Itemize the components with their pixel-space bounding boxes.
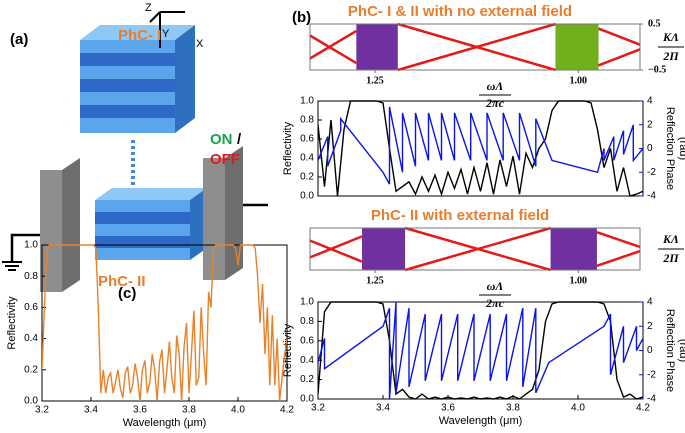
panel-label: (b) [292, 9, 311, 26]
series-line [318, 301, 643, 400]
axis-y: Y [162, 28, 170, 40]
band-title: PhC- I & II with no external field [348, 3, 572, 20]
y2-axis-label: (rad) [677, 137, 685, 160]
y2-tick-label: 0 [647, 143, 653, 154]
y2-tick-label: 4 [647, 297, 653, 308]
y-tick-label: 1.0 [24, 240, 38, 251]
y-axis-label: Reflectivity [282, 121, 294, 175]
phc1-label: PhC- I [118, 27, 161, 44]
y-label-numerator: KΛ [662, 232, 679, 246]
y-tick-label: 0.0 [24, 396, 38, 407]
y2-tick-label: 4 [647, 96, 653, 107]
x-tick-label: 1.00 [569, 75, 587, 86]
y-tick-label: 0.2 [300, 172, 314, 183]
y-tick-label: 0.8 [24, 271, 38, 282]
off-label: OFF [210, 151, 240, 168]
y-label-denominator: 2Π [662, 251, 679, 265]
y-tick-label: 0.8 [300, 316, 314, 327]
y-tick-label: 0.2 [300, 374, 314, 385]
x-tick-label: 1.25 [366, 75, 384, 86]
x-tick-label: 4.0 [231, 405, 245, 416]
y2-tick-label: 0 [647, 345, 653, 356]
plot-frame [41, 244, 288, 402]
x-axis-label: Wavelength (μm) [439, 415, 523, 427]
y-tick-label: 0.8 [300, 115, 314, 126]
y-tick-label: 0.2 [24, 364, 38, 375]
y-tick-label: 0.0 [300, 191, 314, 202]
slash: / [237, 131, 242, 148]
x-label-numerator: ωΛ [487, 79, 504, 93]
x-label-denominator: 2πc [485, 96, 505, 110]
axis-z: Z [145, 2, 152, 14]
y-tick-label: −0.5 [648, 64, 666, 75]
x-tick-label: 4.2 [280, 405, 294, 416]
axes-glyph [149, 11, 185, 48]
x-tick-label: 1.00 [569, 275, 587, 286]
band-gap [555, 24, 599, 70]
y-tick-label: 0.6 [300, 335, 314, 346]
y-axis-label: Reflectivity [6, 296, 18, 350]
panel-label: (a) [10, 31, 28, 48]
y2-tick-label: -2 [647, 369, 656, 380]
y2-tick-label: -4 [647, 191, 656, 202]
band-frame [309, 227, 641, 271]
x-tick-label: 1.25 [366, 275, 384, 286]
y2-tick-label: 2 [647, 119, 653, 130]
phc2-device [2, 146, 268, 292]
x-tick-label: 3.6 [133, 405, 147, 416]
x-tick-label: 3.8 [182, 405, 196, 416]
y-tick-label: 1.0 [300, 297, 314, 308]
plot-frame [317, 301, 644, 400]
y-tick-label: 0.4 [300, 355, 314, 366]
axis-x: X [196, 38, 204, 50]
series-line [42, 244, 287, 402]
x-tick-label: 3.6 [441, 403, 455, 414]
y-tick-label: 0.4 [300, 153, 314, 164]
y-axis-label: Reflectivity [282, 323, 294, 377]
x-tick-label: 3.2 [35, 405, 49, 416]
band-gap [550, 228, 597, 270]
y-label-denominator: 2Π [662, 49, 679, 63]
x-tick-label: 3.2 [311, 403, 325, 414]
y-tick-label: 1.0 [300, 96, 314, 107]
y-tick-label: 0.6 [300, 134, 314, 145]
x-tick-label: 3.4 [376, 403, 390, 414]
x-axis-label: Wavelength (μm) [123, 417, 207, 429]
y2-tick-label: -2 [647, 167, 656, 178]
band-gap [356, 24, 398, 70]
series-line [318, 106, 643, 185]
band-line [309, 226, 641, 272]
y-tick-label: 0.4 [24, 333, 38, 344]
phc2-label: PhC- II [98, 273, 146, 290]
y-label-numerator: KΛ [662, 30, 679, 44]
x-tick-label: 3.4 [84, 405, 98, 416]
band-line [309, 22, 641, 72]
series-line [318, 100, 643, 197]
y-tick-label: 0.5 [648, 18, 661, 29]
band-gap [362, 228, 406, 270]
panel-label: (c) [118, 285, 136, 302]
x-label-denominator: 2πc [485, 296, 505, 310]
y2-tick-label: -4 [647, 394, 656, 405]
y2-axis-label: (rad) [677, 339, 685, 362]
x-tick-label: 4.2 [636, 403, 650, 414]
band-title: PhC- II with external field [371, 207, 549, 224]
y-tick-label: 0.0 [300, 394, 314, 405]
series-line [318, 301, 643, 400]
y2-axis-label: Reflection Phase [664, 309, 676, 392]
y2-tick-label: 2 [647, 321, 653, 332]
on-label: ON [210, 131, 233, 148]
x-tick-label: 4.0 [571, 403, 585, 414]
band-frame [309, 23, 641, 71]
y2-axis-label: Reflection Phase [664, 107, 676, 190]
x-tick-label: 3.8 [506, 403, 520, 414]
x-label-numerator: ωΛ [487, 279, 504, 293]
y-tick-label: 0.6 [24, 302, 38, 313]
phc1-stack [80, 25, 195, 133]
